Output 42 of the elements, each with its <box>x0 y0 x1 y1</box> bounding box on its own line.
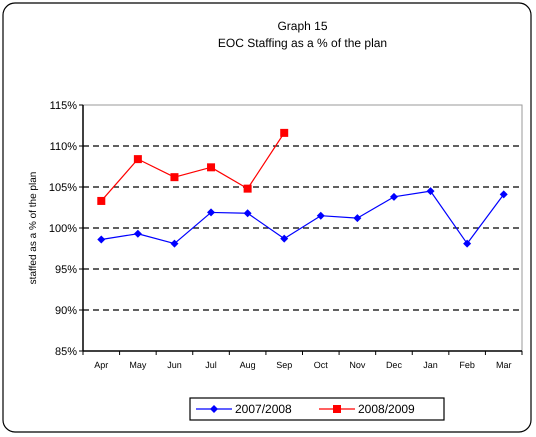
point <box>500 190 508 198</box>
point <box>170 240 178 248</box>
point <box>463 240 472 248</box>
x-tick-label: Nov <box>349 360 366 370</box>
y-tick-label: 105% <box>48 182 78 194</box>
point <box>207 208 216 216</box>
point <box>280 128 288 137</box>
legend-label: 2007/2008 <box>235 402 292 416</box>
x-tick-label: Sep <box>276 360 292 370</box>
point <box>316 212 325 220</box>
point <box>280 234 288 243</box>
x-tick-label: Aug <box>240 360 256 370</box>
point <box>390 192 398 201</box>
legend-label: 2008/2009 <box>358 402 416 416</box>
point <box>353 214 362 222</box>
point <box>207 163 216 172</box>
x-tick-label: Jul <box>205 360 217 370</box>
y-tick-label: 85% <box>54 346 78 358</box>
point <box>244 184 252 193</box>
x-tick-label: Dec <box>386 360 402 370</box>
chart-subtitle: EOC Staffing as a % of the plan <box>218 36 388 50</box>
x-tick-label: Oct <box>314 360 328 370</box>
y-tick-label: 100% <box>48 222 78 235</box>
point <box>170 173 178 182</box>
point <box>134 230 142 238</box>
x-tick-label: Feb <box>459 360 475 370</box>
point <box>134 155 142 164</box>
y-tick-label: 110% <box>50 140 78 153</box>
y-axis-title: staffed as a % of the plan <box>28 172 39 284</box>
x-tick-label: Jun <box>167 360 182 370</box>
x-tick-label: Apr <box>94 360 108 370</box>
point <box>426 187 435 196</box>
y-tick-label: 90% <box>54 304 78 317</box>
x-tick-label: Jan <box>423 360 438 370</box>
chart-title: Graph 15 <box>277 19 328 33</box>
y-tick-label: 95% <box>54 264 78 276</box>
x-tick-label: Mar <box>496 360 512 370</box>
y-tick-label: 115% <box>50 100 78 112</box>
point <box>244 209 252 218</box>
point <box>97 196 106 205</box>
x-tick-label: May <box>129 360 147 370</box>
point <box>97 235 106 244</box>
